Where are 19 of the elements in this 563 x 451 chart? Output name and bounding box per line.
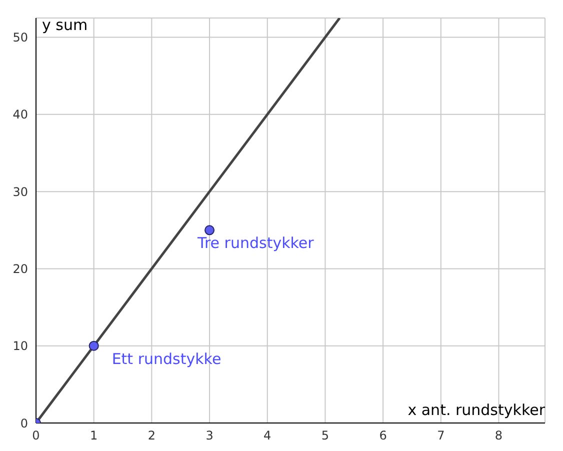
x-tick-label: 3 <box>206 428 214 443</box>
x-axis-title: x ant. rundstykker <box>408 401 545 419</box>
y-tick-label: 0 <box>20 416 28 430</box>
x-tick-label: 7 <box>437 428 445 443</box>
y-axis-title: y sum <box>42 16 88 34</box>
y-tick-label: 40 <box>12 108 28 122</box>
x-tick-label: 4 <box>264 428 272 443</box>
annotation: Tre rundstykker <box>196 234 315 252</box>
annotation: Ett rundstykke <box>112 350 222 368</box>
y-tick-label: 10 <box>12 339 28 354</box>
x-tick-label: 2 <box>148 428 156 443</box>
y-tick-label: 30 <box>12 184 28 199</box>
x-tick-label: 5 <box>321 428 330 443</box>
x-tick-label: 0 <box>32 428 40 443</box>
y-tick-label: 50 <box>12 30 28 45</box>
x-tick-label: 1 <box>90 428 98 443</box>
y-tick-label: 20 <box>12 262 28 276</box>
x-tick-label: 6 <box>379 428 387 443</box>
x-tick-label: 8 <box>494 428 503 443</box>
